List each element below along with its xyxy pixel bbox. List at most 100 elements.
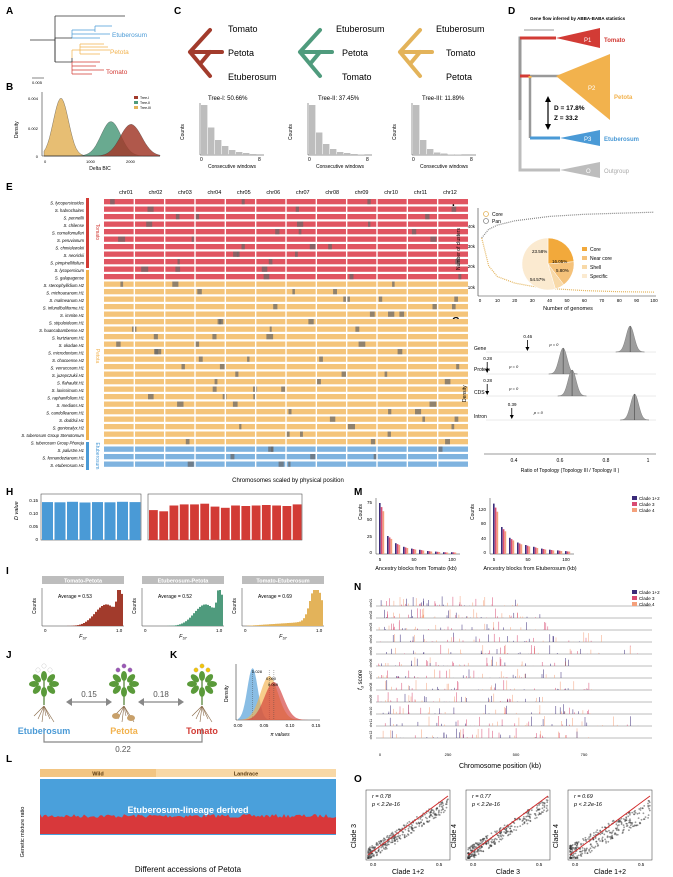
o-point [622,831,624,834]
i-bar [269,624,271,626]
o-point [590,845,593,848]
label-petota: Petota [110,49,129,56]
o-point [534,817,536,820]
m-bar [446,552,449,554]
chrom-label-chr10: chr10 [384,190,398,196]
o-point [496,834,499,837]
o-point [396,840,399,843]
pie-slice-0 [547,237,575,265]
m-bar [419,549,421,554]
i-bar [93,614,95,626]
inversion-mark [456,364,460,370]
o-point [501,837,504,840]
o-point [576,856,579,859]
p1-name: Tomato [604,38,626,44]
o-point [647,814,650,816]
inversion-mark [118,236,126,242]
o-point [394,843,396,845]
o-point [541,807,544,810]
i-bar [181,623,183,626]
i-bar [311,593,313,626]
o-point [648,809,651,812]
o-point [601,826,604,829]
tree-ii-label-2: Petota [342,48,368,58]
inversion-mark [411,229,417,235]
i-bar [291,622,293,626]
i-bar [101,606,103,626]
o-point [569,845,572,848]
h-bar-etuberosum [54,502,66,540]
k-ylabel: Density [224,685,230,702]
o2-ylabel: Clade 4 [451,824,458,848]
o-point [580,855,583,857]
m-bar [560,551,563,554]
ytick-1: 0 [36,154,39,159]
i-bar [285,623,287,626]
group-petota: Petota [94,349,100,364]
o3-xtick-0.5: 0.5 [638,862,645,867]
o-point [487,841,490,843]
i-bar [251,625,253,626]
o-point [639,822,642,825]
plant-root [191,705,203,717]
h-bar-tomato [292,504,302,540]
m-legend-c4: Clade 4 [639,508,655,513]
hist-bar [413,105,420,155]
m-legend: Clade 1+2 Clade 3 Clade 4 [632,496,660,513]
i-bar [315,590,317,626]
o-point [587,838,589,840]
inversion-mark [155,349,162,355]
m-bar [436,551,439,554]
m-bar [414,549,417,554]
inversion-mark [308,319,314,325]
o-point [521,823,524,826]
inversion-mark [241,244,245,250]
h-bar-tomato [241,506,251,540]
o-point [407,834,410,836]
inversion-mark [454,416,459,422]
i-bar [267,624,269,626]
inversion-mark [349,274,354,280]
tree-i-label-2: Petota [228,48,254,58]
plant-leaf [204,685,214,694]
o-point [393,837,396,840]
i-bar [197,608,199,626]
o-point [471,853,473,856]
i-bar [199,606,201,626]
i-bar [293,622,295,626]
m-bar [398,544,401,554]
i-bar [273,624,275,626]
o-point [439,803,441,806]
plant-root [33,705,45,717]
o-point [527,812,529,815]
label-etuberosum: Etuberosum [112,32,147,39]
plant-root [201,705,205,717]
m-bar [533,546,535,554]
k-xtick-0: 0.00 [234,723,243,728]
hist-bar [208,127,215,155]
o-point [405,835,408,838]
o-point [471,846,474,848]
m-bar [502,529,505,554]
o-point [597,844,600,846]
o-point [386,835,389,837]
o-triangle [560,162,600,178]
i-bar [307,608,309,626]
o-point [589,847,592,850]
hist-bar [358,154,365,155]
o-point [527,811,530,814]
o-point [375,841,378,844]
m-bar [411,548,413,554]
i-bar [283,623,285,626]
tomato-clade [71,61,104,75]
n-chrom-label: chr10 [369,707,373,716]
h-bar-etuberosum [104,502,116,540]
i-bar [257,625,259,626]
m-bar [379,503,381,554]
o-point [526,822,529,825]
o2-p: p < 2.2e-16 [471,802,501,808]
o-point [399,834,401,837]
hist-bar [250,154,257,155]
o-point [539,813,541,815]
inversion-mark [455,259,460,265]
